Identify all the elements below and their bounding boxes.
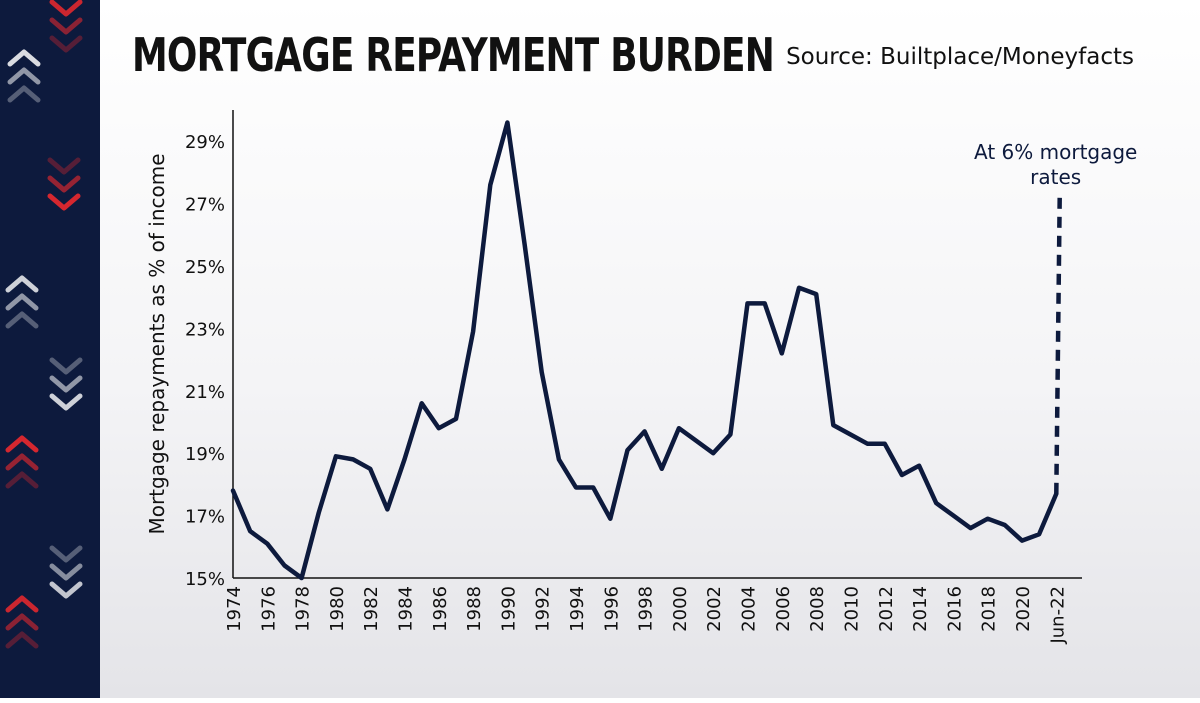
chevron-up-icon	[5, 435, 39, 453]
x-tick-label: 1978	[293, 586, 314, 632]
annotation-text: At 6% mortgage	[974, 140, 1137, 164]
chevron-down-icon	[49, 357, 83, 375]
source-note: Source: Builtplace/Moneyfacts	[786, 44, 1134, 70]
x-tick-label: 1982	[361, 586, 382, 632]
chevron-down-icon	[49, 581, 83, 599]
x-tick-label: 1986	[430, 586, 451, 632]
chevron-down-icon	[49, 0, 83, 17]
y-tick-label: 25%	[185, 257, 225, 278]
annotation-text: rates	[1030, 165, 1081, 189]
chevron-down-icon	[49, 563, 83, 581]
x-tick-label: 1988	[464, 586, 485, 632]
y-tick-label: 29%	[185, 132, 225, 153]
x-tick-label: 2012	[876, 586, 897, 632]
chevron-up-icon	[5, 595, 39, 613]
chevron-pattern	[5, 0, 83, 649]
chevron-up-icon	[5, 613, 39, 631]
x-tick-label: 2008	[807, 586, 828, 632]
x-tick-label: Jun-22	[1047, 586, 1068, 645]
chevron-down-icon	[47, 193, 81, 211]
x-tick-label: 2010	[841, 586, 862, 632]
chevron-down-icon	[49, 393, 83, 411]
x-tick-label: 1976	[258, 586, 279, 632]
chevron-up-icon	[5, 311, 39, 329]
chevron-up-icon	[5, 631, 39, 649]
x-tick-label: 1984	[396, 586, 417, 632]
x-tick-label: 1998	[636, 586, 657, 632]
chevron-down-icon	[49, 35, 83, 53]
x-tick-label: 1996	[601, 586, 622, 632]
chevron-down-icon	[49, 375, 83, 393]
x-tick-label: 2018	[979, 586, 1000, 632]
x-tick-label: 2006	[773, 586, 794, 632]
x-tick-label: 1980	[327, 586, 348, 632]
repayment-burden-line	[230, 120, 1059, 581]
chart-title: MORTGAGE REPAYMENT BURDEN	[132, 28, 775, 82]
chevron-up-icon	[5, 453, 39, 471]
x-tick-label: 2016	[944, 586, 965, 632]
x-tick-label: 1992	[533, 586, 554, 632]
x-tick-label: 1990	[498, 586, 519, 632]
chevron-up-icon	[7, 85, 41, 103]
y-tick-labels: 15% 17% 19% 21% 23% 25% 27% 29%	[185, 132, 225, 590]
chevron-up-icon	[5, 293, 39, 311]
x-tick-label: 2004	[739, 586, 760, 632]
chart-axes	[232, 110, 1082, 579]
chevron-down-icon	[47, 175, 81, 193]
y-tick-label: 19%	[185, 444, 225, 465]
x-tick-label: 1974	[224, 586, 245, 632]
y-tick-label: 27%	[185, 195, 225, 216]
x-tick-label: 2020	[1013, 586, 1034, 632]
y-tick-label: 21%	[185, 382, 225, 403]
chevron-up-icon	[7, 67, 41, 85]
y-tick-label: 23%	[185, 319, 225, 340]
x-tick-label: 2002	[704, 586, 725, 632]
chart-series	[230, 120, 1062, 581]
y-axis-label: Mortgage repayments as % of income	[145, 153, 169, 534]
chevron-up-icon	[5, 275, 39, 293]
y-tick-label: 17%	[185, 507, 225, 528]
x-tick-label: 2014	[910, 586, 931, 632]
chevron-down-icon	[49, 545, 83, 563]
projection-line	[1054, 197, 1062, 494]
side-stripe	[0, 0, 100, 698]
chevron-up-icon	[7, 49, 41, 67]
y-tick-label: 15%	[185, 569, 225, 590]
chevron-down-icon	[47, 157, 81, 175]
chevron-down-icon	[49, 17, 83, 35]
x-tick-labels: 1974 1976 1978 1980 1982 1984 1986 1988 1990 1992…	[224, 586, 1068, 645]
chevron-up-icon	[5, 471, 39, 489]
x-tick-label: 2000	[670, 586, 691, 632]
x-tick-label: 1994	[567, 586, 588, 632]
